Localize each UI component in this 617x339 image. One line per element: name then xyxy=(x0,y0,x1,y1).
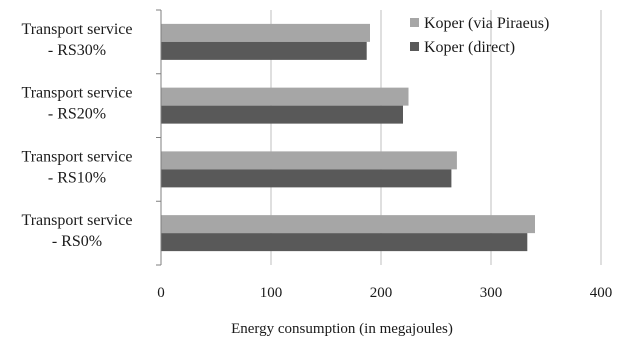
legend-swatch-via-piraeus xyxy=(410,18,419,27)
bar-via-piraeus-1 xyxy=(161,87,409,106)
legend-label-via-piraeus: Koper (via Piraeus) xyxy=(424,15,549,32)
legend: Koper (via Piraeus) Koper (direct) xyxy=(410,15,549,56)
category-label: Transport service xyxy=(22,148,133,165)
category-label: - RS20% xyxy=(48,106,106,123)
bar-direct-2 xyxy=(161,169,452,188)
bar-via-piraeus-0 xyxy=(161,23,370,42)
x-tick-label-200: 200 xyxy=(370,285,393,301)
x-tick-label-0: 0 xyxy=(157,285,165,301)
bars xyxy=(161,23,535,252)
bar-via-piraeus-3 xyxy=(161,215,535,234)
category-label: - RS10% xyxy=(48,169,106,186)
x-axis-title: Energy consumption (in megajoules) xyxy=(231,321,453,337)
bar-direct-3 xyxy=(161,233,528,252)
x-tick-label-400: 400 xyxy=(590,285,613,301)
x-tick-label-300: 300 xyxy=(480,285,503,301)
category-labels: Transport service - RS30% Transport servic… xyxy=(22,21,133,250)
x-tick-label-100: 100 xyxy=(260,285,283,301)
category-label: - RS30% xyxy=(48,42,106,59)
x-tick-labels: 0 100 200 300 400 xyxy=(157,285,612,301)
category-label: Transport service xyxy=(22,85,133,102)
legend-label-direct: Koper (direct) xyxy=(424,39,515,56)
category-label: - RS0% xyxy=(52,233,102,250)
legend-swatch-direct xyxy=(410,42,419,51)
axes xyxy=(156,9,162,266)
bar-via-piraeus-2 xyxy=(161,151,457,170)
bar-direct-1 xyxy=(161,105,403,124)
category-label: Transport service xyxy=(22,21,133,38)
bar-direct-0 xyxy=(161,41,367,60)
category-label: Transport service xyxy=(22,212,133,229)
